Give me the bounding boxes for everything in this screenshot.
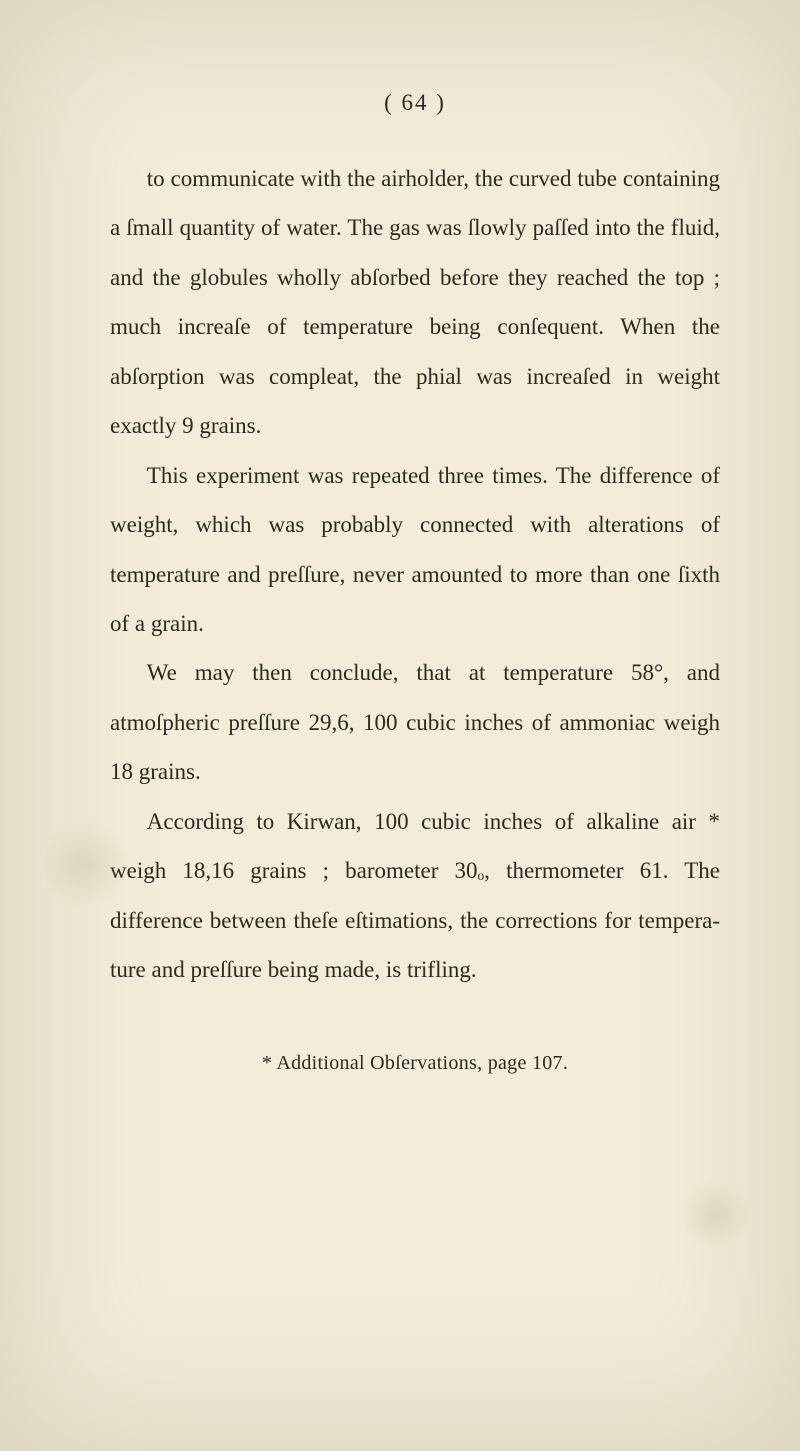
page-number: ( 64 ) <box>110 90 720 116</box>
paragraph-1: to communicate with the airholder, the c… <box>110 154 720 451</box>
paragraph-3: We may then conclude, that at temperatur… <box>110 648 720 796</box>
paragraph-4: According to Kirwan, 100 cubic inches of… <box>110 797 720 995</box>
page-content: ( 64 ) to communicate with the airholder… <box>110 90 720 1075</box>
paper-stain <box>680 1180 750 1250</box>
body-text: to communicate with the airholder, the c… <box>110 154 720 994</box>
paragraph-2: This experiment was repeated three times… <box>110 451 720 649</box>
footnote: * Additional Obſervations, page 107. <box>110 1052 720 1075</box>
